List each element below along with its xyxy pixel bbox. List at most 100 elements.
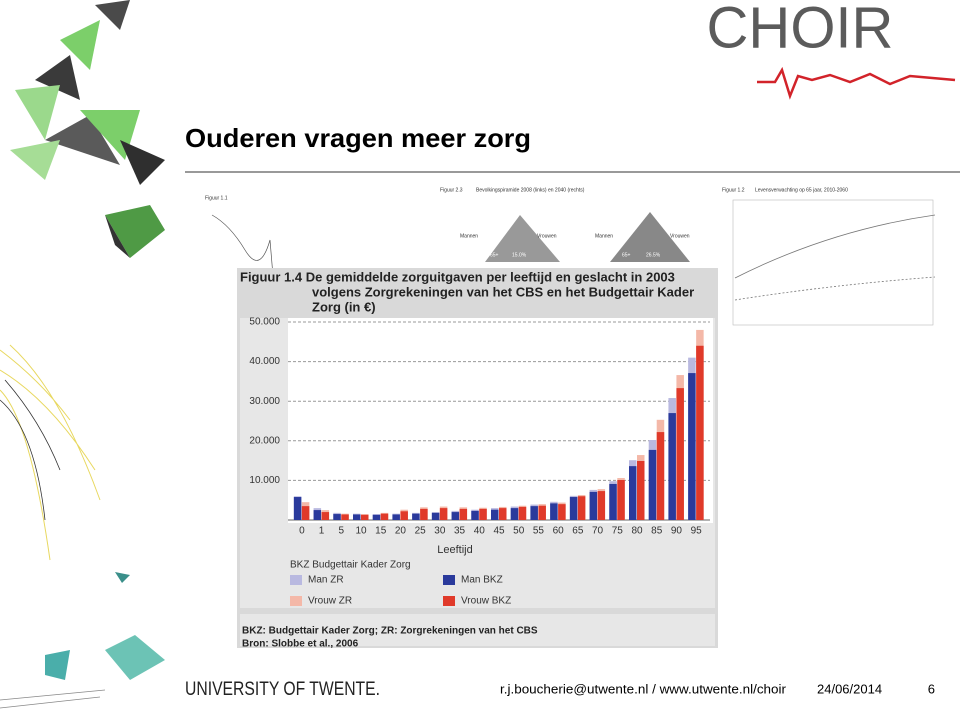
slide-title: Ouderen vragen meer zorg <box>185 123 531 153</box>
thumb-line <box>734 214 936 279</box>
y-tick-label: 40.000 <box>249 356 280 367</box>
bar <box>451 512 460 520</box>
bar <box>333 514 341 520</box>
x-tick-label: 85 <box>651 526 663 537</box>
footnote: Bron: Slobbe et al., 2006 <box>242 639 359 650</box>
figure-title: Zorg (in €) <box>312 299 376 314</box>
legend-label: Vrouw ZR <box>308 596 352 607</box>
footer-date: 24/06/2014 <box>817 681 882 696</box>
decoration <box>0 0 165 709</box>
x-axis-label: Leeftijd <box>437 544 472 556</box>
bar <box>479 508 487 520</box>
thumb-line <box>734 276 936 301</box>
bar <box>569 497 578 520</box>
x-tick-label: 90 <box>671 526 683 537</box>
x-tick-label: 75 <box>612 526 624 537</box>
bar <box>518 506 527 520</box>
footer-contact: r.j.boucherie@utwente.nl / www.utwente.n… <box>500 681 787 696</box>
x-tick-label: 50 <box>513 526 525 537</box>
bar <box>617 480 625 520</box>
bar <box>530 506 538 520</box>
bar <box>499 508 507 520</box>
x-tick-label: 10 <box>355 526 367 537</box>
logo-pulse <box>757 66 956 100</box>
y-tick-label: 50.000 <box>249 317 280 328</box>
bar <box>668 413 676 520</box>
thumb-caption: Figuur 1.1 <box>205 195 228 201</box>
bar <box>412 513 420 520</box>
thumb-line <box>211 214 276 301</box>
legend-label: Man ZR <box>308 575 344 586</box>
x-tick-label: 20 <box>395 526 407 537</box>
bar <box>629 466 637 520</box>
bar <box>676 388 684 520</box>
figure-title: volgens Zorgrekeningen van het CBS en he… <box>312 284 694 299</box>
bar <box>372 514 381 520</box>
thumbnails: Figuur 1.1 Figuur 2.3 Bevolkingspiramide… <box>205 187 936 326</box>
legend-swatch <box>443 596 455 606</box>
footnote-panel <box>240 614 715 646</box>
x-tick-label: 55 <box>533 526 545 537</box>
x-tick-label: 80 <box>631 526 643 537</box>
x-tick-label: 15 <box>375 526 387 537</box>
thumb-label: 65+ <box>622 252 631 258</box>
bar <box>313 510 322 520</box>
page-number: 6 <box>928 681 935 696</box>
bar <box>696 345 704 520</box>
bar <box>589 491 598 520</box>
bar <box>538 505 546 520</box>
bar <box>558 504 566 520</box>
x-tick-label: 60 <box>553 526 565 537</box>
thumb-pyramid <box>485 215 560 262</box>
bar <box>688 373 696 520</box>
bar <box>420 508 428 520</box>
legend-title: BKZ Budgettair Kader Zorg <box>290 560 411 571</box>
legend-swatch <box>443 575 455 585</box>
thumb-label: 65+ <box>490 252 499 258</box>
thumb-label: 26.5% <box>646 252 661 258</box>
thumb-label: Vrouwen <box>670 233 690 239</box>
x-tick-label: 0 <box>299 526 305 537</box>
y-tick-label: 10.000 <box>249 475 280 486</box>
x-tick-label: 1 <box>319 526 325 537</box>
x-tick-label: 65 <box>572 526 584 537</box>
bar <box>510 508 519 520</box>
x-tick-label: 25 <box>415 526 427 537</box>
legend-swatch <box>290 575 302 585</box>
footnote: BKZ: Budgettair Kader Zorg; ZR: Zorgreke… <box>242 626 538 637</box>
bar <box>341 514 349 520</box>
x-tick-label: 30 <box>434 526 446 537</box>
bar <box>353 514 361 520</box>
bar <box>293 497 302 520</box>
thumb-frame <box>732 199 934 326</box>
bar <box>439 508 448 520</box>
bar <box>400 511 408 520</box>
bar <box>392 514 400 520</box>
bar <box>597 491 606 520</box>
thumb-caption: Figuur 1.2 <box>722 187 745 193</box>
thumb-caption: Bevolkingspiramide 2008 (links) en 2040 … <box>476 187 585 193</box>
footer-brand: UNIVERSITY OF TWENTE. <box>185 679 380 700</box>
legend-label: Vrouw BKZ <box>461 596 511 607</box>
thumb-label: 15.0% <box>512 252 527 258</box>
thumb-label: Vrouwen <box>537 233 557 239</box>
logo: CHOIR <box>707 0 894 60</box>
x-tick-label: 70 <box>592 526 604 537</box>
bar <box>380 513 389 520</box>
x-tick-label: 45 <box>493 526 505 537</box>
bar <box>491 509 499 520</box>
x-tick-label: 40 <box>474 526 486 537</box>
bar <box>471 510 479 520</box>
figure-title: Figuur 1.4 De gemiddelde zorguitgaven pe… <box>240 269 675 284</box>
thumb-caption: Figuur 2.3 <box>440 187 463 193</box>
x-tick-label: 5 <box>339 526 345 537</box>
bar <box>648 449 657 520</box>
bar <box>609 483 617 520</box>
legend-swatch <box>290 596 302 606</box>
bar <box>637 460 645 520</box>
thumb-caption: Levensverwachting op 65 jaar, 2010-2060 <box>755 187 848 193</box>
bar <box>656 432 665 520</box>
legend-label: Man BKZ <box>461 575 503 586</box>
